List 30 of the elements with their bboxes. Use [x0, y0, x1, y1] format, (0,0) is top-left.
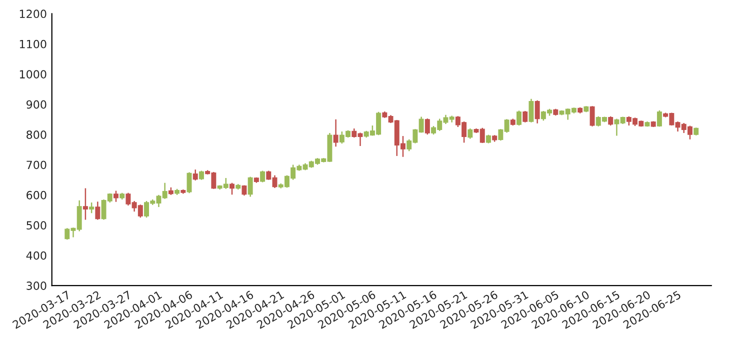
- candlestick: [230, 182, 234, 196]
- candlestick: [95, 200, 100, 220]
- candlestick: [198, 170, 204, 180]
- y-tick-label: 600: [26, 190, 46, 200]
- candlestick: [656, 110, 662, 128]
- candlestick: [82, 188, 88, 220]
- candlestick: [608, 116, 614, 126]
- y-tick-label: 400: [26, 251, 46, 260]
- candlestick: [186, 172, 192, 194]
- candlestick: [333, 118, 338, 148]
- y-tick-label: 1200: [20, 10, 46, 18]
- candlestick: [260, 170, 266, 183]
- y-tick-label: 800: [26, 130, 46, 139]
- candlestick: [468, 128, 473, 140]
- y-tick-label: 900: [26, 100, 46, 109]
- candlestick: [192, 168, 198, 182]
- candlestick: [248, 176, 253, 198]
- candlestick: [89, 202, 94, 214]
- candlestick: [424, 118, 430, 136]
- candlestick: [516, 110, 522, 126]
- candlestick: [522, 110, 528, 124]
- candlestick: [528, 98, 534, 124]
- y-tick-label: 1000: [20, 70, 46, 78]
- candlestick: [114, 190, 118, 203]
- y-tick-label: 300: [26, 282, 46, 290]
- y-tick-label: 700: [26, 160, 46, 170]
- candlestick: [590, 106, 595, 127]
- y-tick-label: 1100: [20, 40, 46, 48]
- candlestick: [534, 100, 540, 124]
- y-tick-label: 500: [26, 221, 46, 230]
